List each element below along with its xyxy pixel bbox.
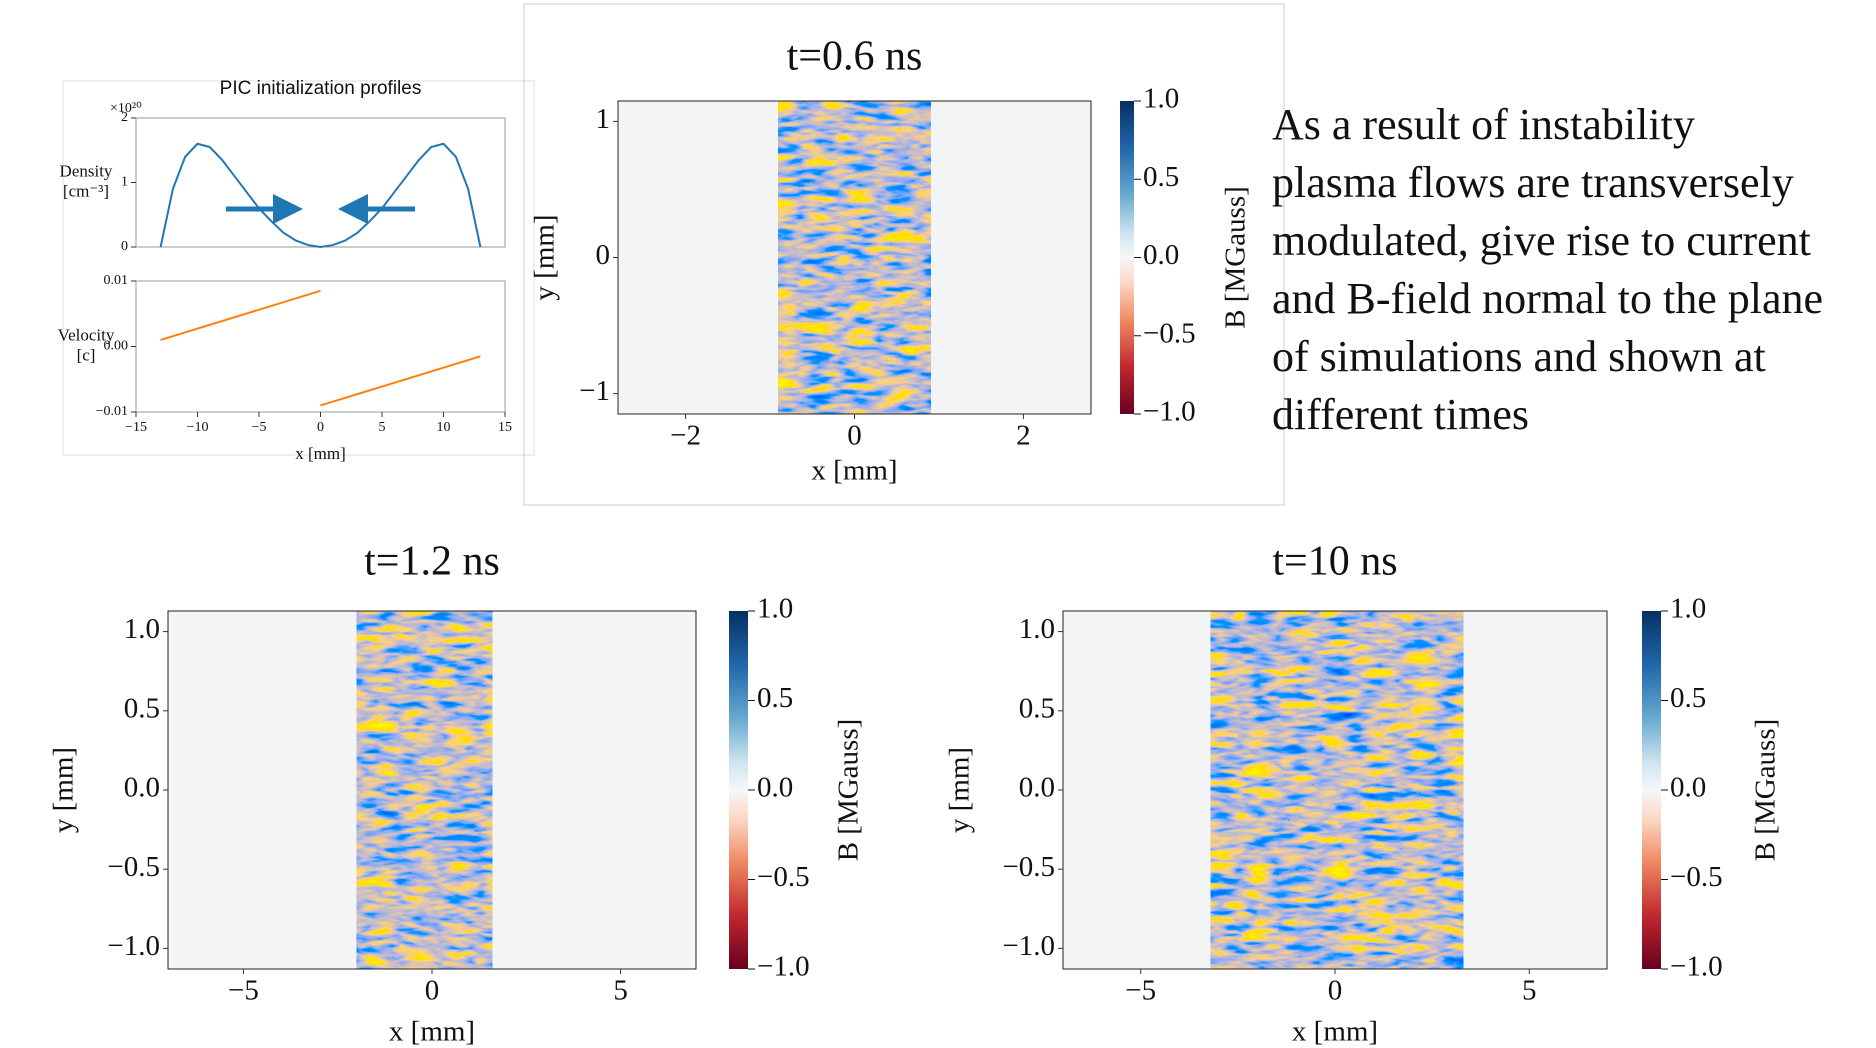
x-tick-label: −10: [187, 420, 209, 435]
y-tick-label: 1.0: [124, 613, 160, 645]
y-axis-label: y [mm]: [48, 747, 80, 833]
chart: 0 1 2 Density[cm⁻³] PIC initialization profi…: [60, 78, 506, 254]
y-tick-label: −0.5: [107, 851, 160, 883]
x-axis-label: x [mm]: [1292, 1016, 1378, 1048]
heatmap-field: [778, 101, 931, 414]
colorbar-tick-label: 0.0: [1670, 772, 1706, 804]
chart: −1.0 −0.5 0.0 0.5 1.0 B [MGauss] t=0.6 ns −1 0 1 −…: [529, 34, 1252, 487]
colorbar-tick-label: 1.0: [1670, 593, 1706, 625]
y-tick-label: 0: [121, 239, 128, 254]
x-tick-label: −15: [125, 420, 147, 435]
y-tick-label: −0.5: [1002, 851, 1055, 883]
y-tick-label: 0.01: [104, 273, 129, 288]
x-tick-label: 15: [498, 420, 512, 435]
colorbar-tick-label: −1.0: [1143, 396, 1196, 428]
profiles-panel: [62, 80, 535, 456]
y-axis-label: [cm⁻³]: [63, 181, 109, 200]
colorbar-tick-label: −0.5: [757, 861, 810, 893]
x-tick-label: 0: [425, 975, 440, 1007]
y-tick-label: 0.0: [1019, 772, 1055, 804]
x-tick-label: −5: [252, 420, 267, 435]
y-tick-label: 0.5: [124, 692, 160, 724]
y-axis-label: [c]: [77, 345, 96, 364]
colorbar-tick-label: 0.0: [757, 772, 793, 804]
colorbar: [1642, 611, 1661, 969]
y-axis-label: y [mm]: [529, 214, 561, 300]
top-panel-frame: [523, 3, 1285, 506]
colorbar-tick-label: −0.5: [1670, 861, 1723, 893]
heatmap-field: [356, 611, 493, 969]
colorbar-label: B [MGauss]: [1220, 186, 1252, 329]
y-tick-label: −0.01: [96, 404, 128, 419]
x-tick-label: 0: [1328, 975, 1343, 1007]
colorbar-tick-label: 0.5: [1143, 161, 1179, 193]
paragraph-line: different times: [1272, 390, 1529, 439]
y-tick-label: 1: [121, 175, 128, 190]
colorbar: [1120, 101, 1134, 414]
y-tick-label: −1: [579, 375, 610, 407]
colorbar-tick-label: −1.0: [757, 951, 810, 983]
y-tick-label: 1: [596, 103, 611, 135]
x-axis-label: x [mm]: [295, 444, 346, 463]
heatmap-field: [1210, 611, 1464, 969]
chart: −1.0 −0.5 0.0 0.5 1.0 B [MGauss] t=10 ns −1.0 −0…: [944, 539, 1782, 1048]
y-axis-label: y [mm]: [944, 747, 976, 833]
x-tick-label: 10: [437, 420, 451, 435]
x-tick-label: −5: [228, 975, 259, 1007]
colorbar-tick-label: 0.5: [1670, 682, 1706, 714]
colorbar-tick-label: 1.0: [1143, 83, 1179, 115]
x-tick-label: 0: [847, 420, 862, 452]
x-axis-label: x [mm]: [389, 1016, 475, 1048]
chart: −1.0 −0.5 0.0 0.5 1.0 B [MGauss] t=1.2 ns −1.0 −…: [48, 539, 865, 1048]
y-tick-label: 0.5: [1019, 692, 1055, 724]
data-line: [159, 142, 482, 249]
x-tick-label: −2: [670, 420, 701, 452]
colorbar-label: B [MGauss]: [1750, 719, 1782, 862]
paragraph-line: and B-field normal to the plane: [1272, 274, 1823, 323]
x-tick-label: −5: [1125, 975, 1156, 1007]
paragraph-line: As a result of instability: [1272, 100, 1695, 149]
y-tick-label: −1.0: [1002, 930, 1055, 962]
y-tick-label: 1.0: [1019, 613, 1055, 645]
colorbar-tick-label: 0.5: [757, 682, 793, 714]
y-tick-label: −1.0: [107, 930, 160, 962]
chart-title: t=1.2 ns: [364, 539, 500, 585]
x-tick-label: 5: [613, 975, 628, 1007]
y-tick-label: 0.00: [104, 339, 129, 354]
x-tick-label: 5: [379, 420, 386, 435]
colorbar-tick-label: −1.0: [1670, 951, 1723, 983]
paragraph-line: of simulations and shown at: [1272, 332, 1766, 381]
chart-title: t=0.6 ns: [787, 34, 923, 80]
colorbar-tick-label: 1.0: [757, 593, 793, 625]
x-tick-label: 2: [1016, 420, 1031, 452]
chart-title: t=10 ns: [1272, 539, 1397, 585]
y-axis-label: Density: [60, 161, 113, 180]
colorbar: [729, 611, 748, 969]
y-tick-label: 2: [121, 110, 128, 125]
paragraph-line: modulated, give rise to current: [1272, 216, 1811, 265]
colorbar-tick-label: −0.5: [1143, 317, 1196, 349]
x-tick-label: 0: [317, 420, 324, 435]
data-line: [160, 289, 481, 407]
y-tick-label: 0: [596, 239, 611, 271]
y-tick-label: 0.0: [124, 772, 160, 804]
colorbar-label: B [MGauss]: [833, 719, 865, 862]
x-tick-label: 5: [1522, 975, 1537, 1007]
x-axis-label: x [mm]: [811, 455, 897, 487]
chart-title: PIC initialization profiles: [220, 78, 422, 99]
colorbar-tick-label: 0.0: [1143, 239, 1179, 271]
paragraph-line: plasma flows are transversely: [1272, 158, 1794, 207]
y-axis-label: Velocity: [58, 325, 115, 344]
chart: −0.01 0.00 0.01 −15 −10 −5 0 5 10 15 x [mm] Velocit…: [58, 273, 512, 463]
y-multiplier: ×10²⁰: [110, 101, 142, 116]
